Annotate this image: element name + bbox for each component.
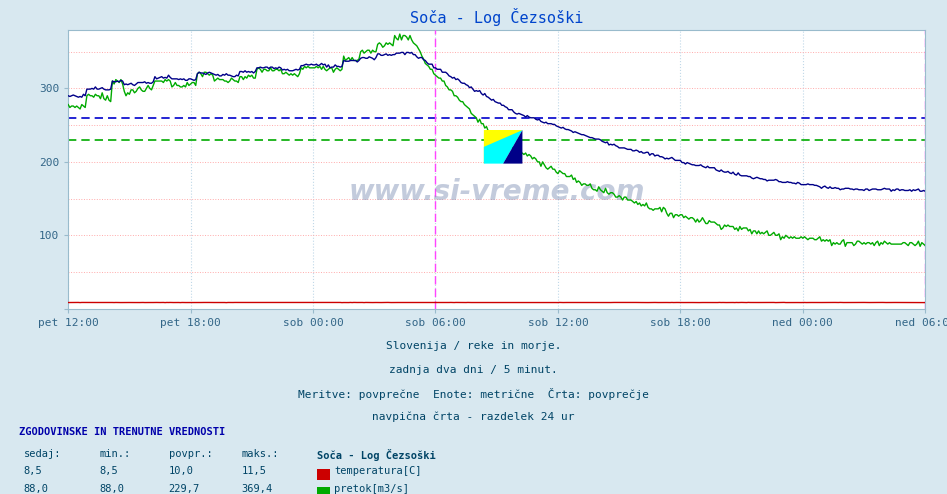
Text: navpična črta - razdelek 24 ur: navpična črta - razdelek 24 ur	[372, 412, 575, 422]
Text: Slovenija / reke in morje.: Slovenija / reke in morje.	[385, 341, 562, 351]
Text: zadnja dva dni / 5 minut.: zadnja dva dni / 5 minut.	[389, 365, 558, 374]
Text: 229,7: 229,7	[169, 484, 200, 494]
Text: 88,0: 88,0	[99, 484, 124, 494]
Text: Soča - Log Čezsoški: Soča - Log Čezsoški	[317, 449, 436, 460]
Text: sedaj:: sedaj:	[24, 449, 62, 458]
Text: temperatura[C]: temperatura[C]	[334, 466, 421, 476]
Text: 10,0: 10,0	[169, 466, 193, 476]
Text: 369,4: 369,4	[241, 484, 273, 494]
Text: 88,0: 88,0	[24, 484, 48, 494]
Title: Soča - Log Čezsoški: Soča - Log Čezsoški	[410, 8, 583, 26]
Polygon shape	[484, 130, 523, 147]
Polygon shape	[503, 130, 523, 164]
Polygon shape	[484, 130, 523, 164]
Text: povpr.:: povpr.:	[169, 449, 212, 458]
Text: 8,5: 8,5	[24, 466, 43, 476]
Text: 11,5: 11,5	[241, 466, 266, 476]
Polygon shape	[484, 130, 523, 164]
Text: ZGODOVINSKE IN TRENUTNE VREDNOSTI: ZGODOVINSKE IN TRENUTNE VREDNOSTI	[19, 427, 225, 437]
Text: www.si-vreme.com: www.si-vreme.com	[348, 177, 645, 206]
Text: 8,5: 8,5	[99, 466, 118, 476]
Text: maks.:: maks.:	[241, 449, 279, 458]
Text: pretok[m3/s]: pretok[m3/s]	[334, 484, 409, 494]
Text: min.:: min.:	[99, 449, 131, 458]
Text: Meritve: povprečne  Enote: metrične  Črta: povprečje: Meritve: povprečne Enote: metrične Črta:…	[298, 388, 649, 400]
